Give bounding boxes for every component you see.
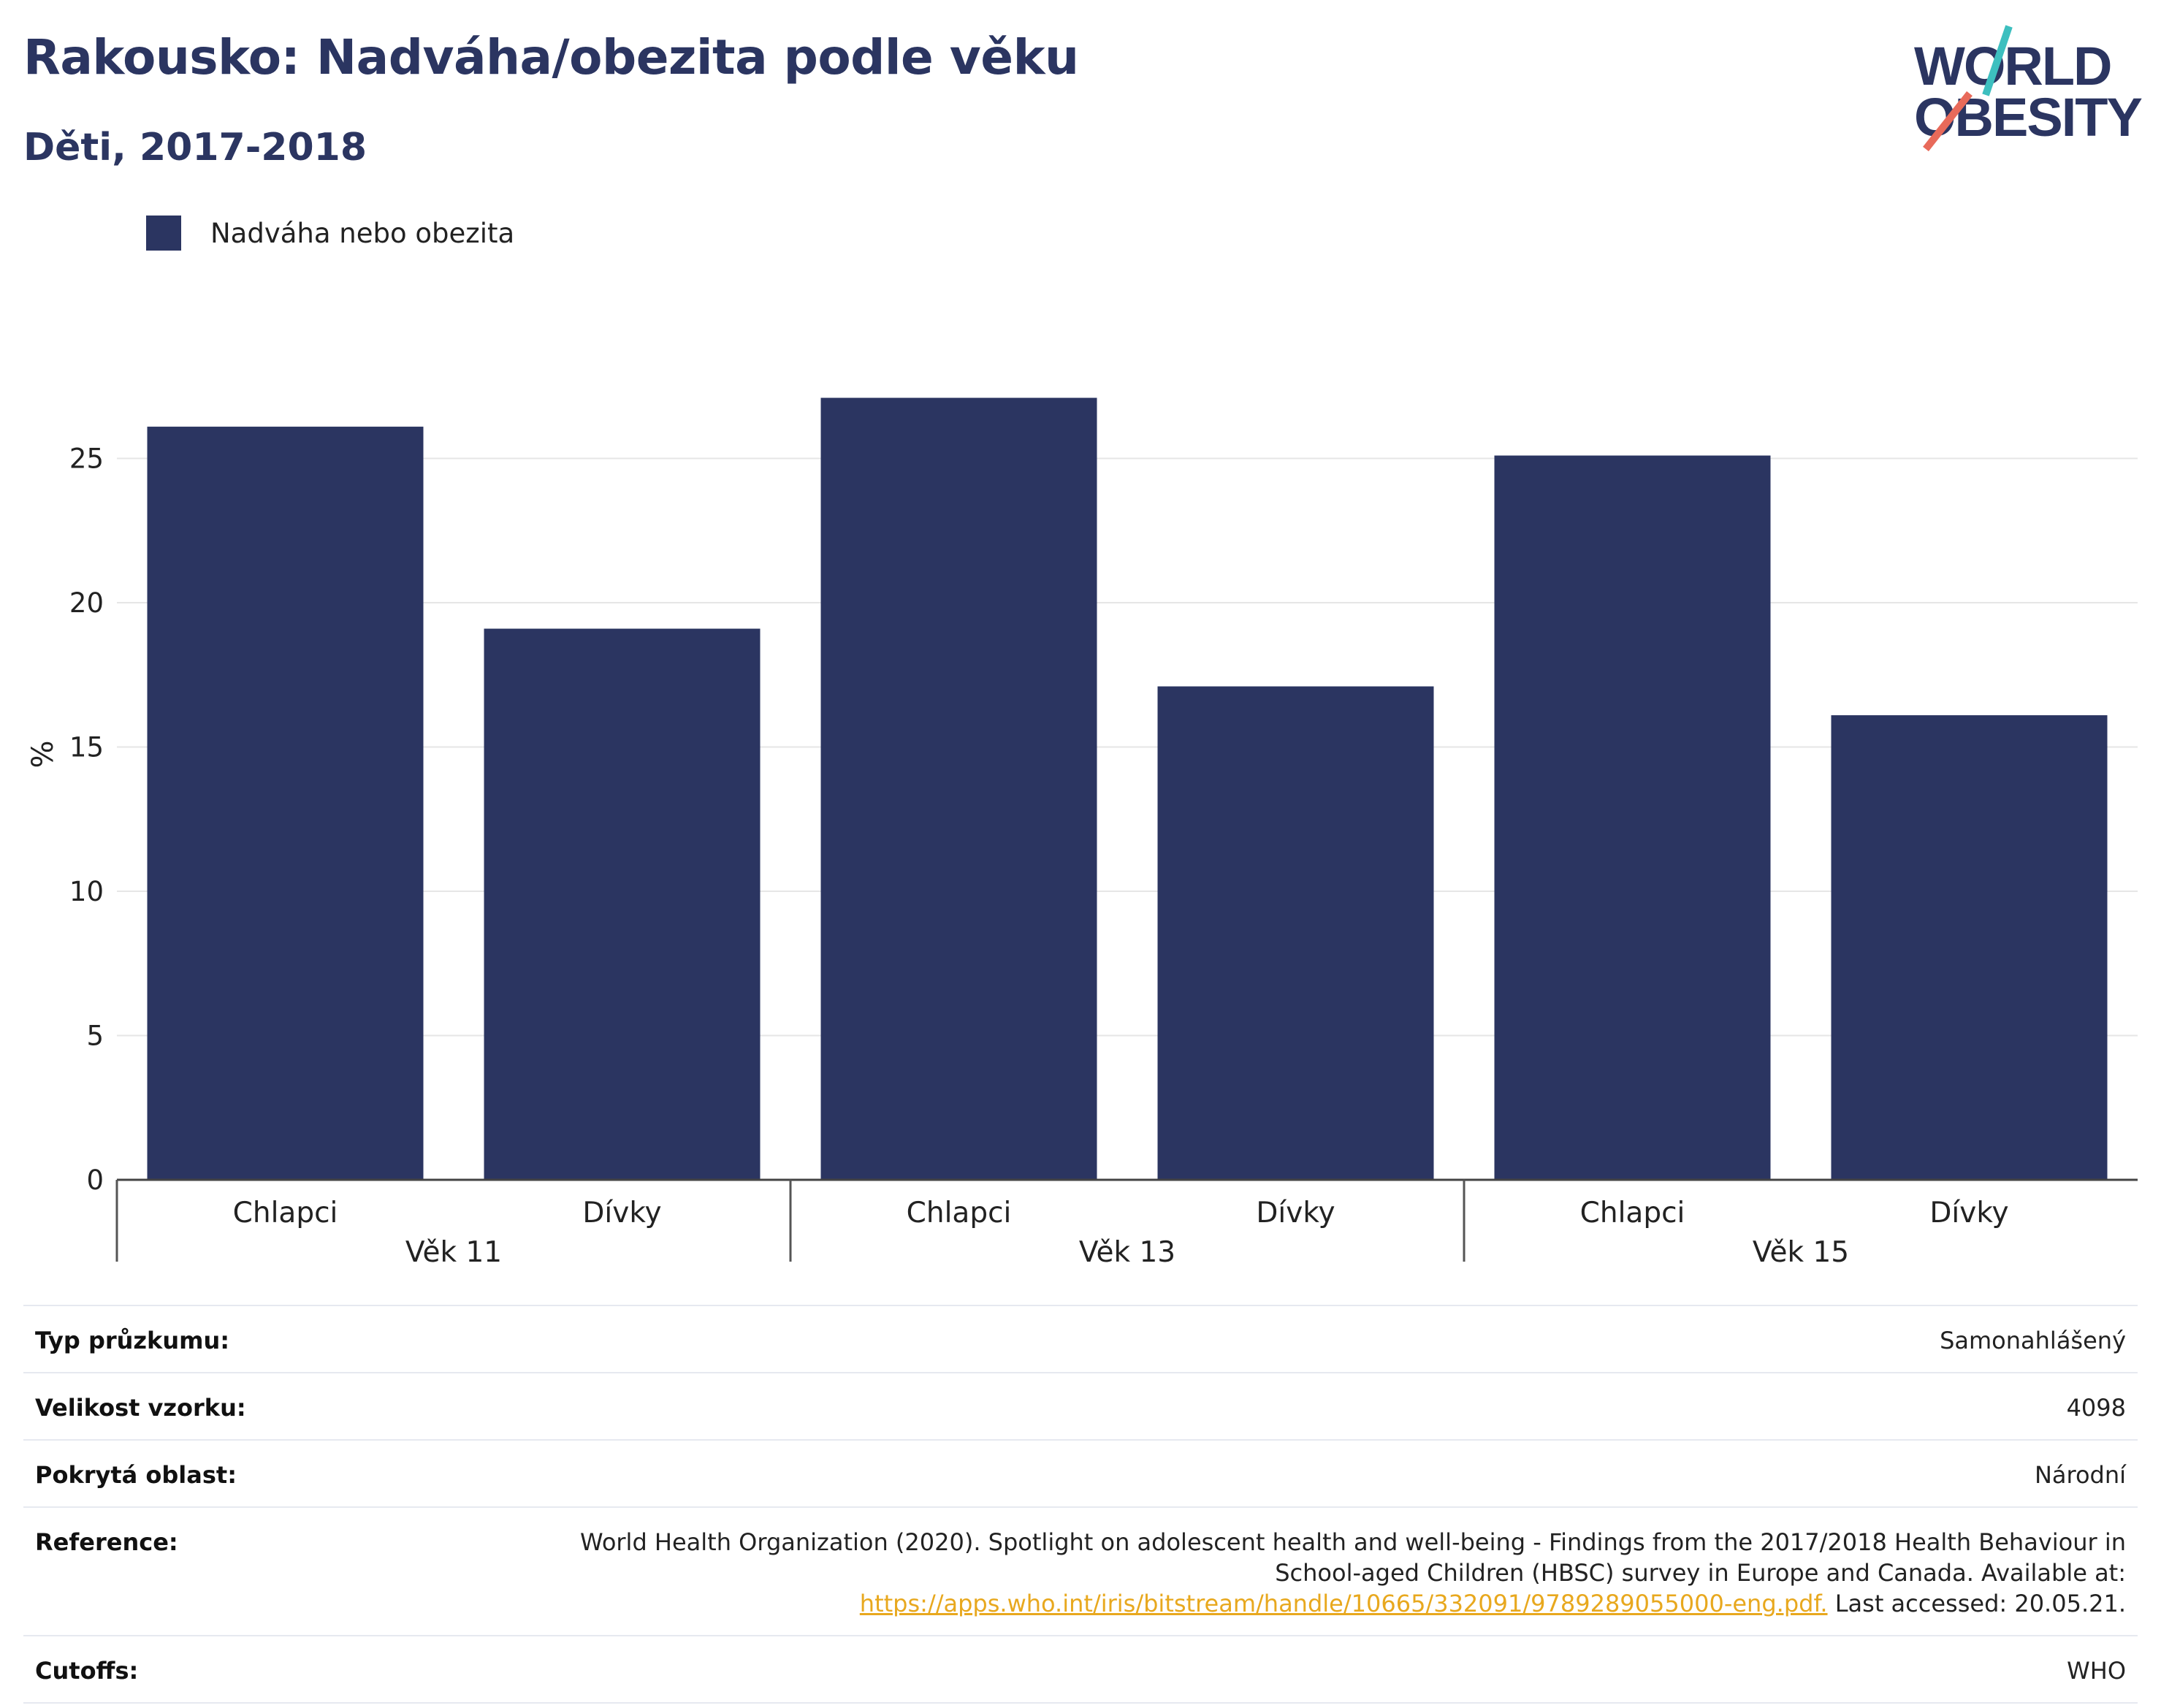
info-row-cutoffs: Cutoffs: WHO bbox=[23, 1636, 2138, 1704]
group-label: Věk 11 bbox=[405, 1236, 502, 1269]
info-row-survey-type: Typ průzkumu: Samonahlášený bbox=[23, 1306, 2138, 1373]
reference-link[interactable]: https://apps.who.int/iris/bitstream/hand… bbox=[860, 1590, 1828, 1617]
group-label: Věk 13 bbox=[1079, 1236, 1175, 1269]
bar bbox=[148, 427, 424, 1180]
info-value: Národní bbox=[2035, 1460, 2126, 1490]
group-label: Věk 15 bbox=[1753, 1236, 1849, 1269]
info-table: Typ průzkumu: Samonahlášený Velikost vzo… bbox=[23, 1305, 2138, 1704]
x-tick-label: Dívky bbox=[1256, 1197, 1335, 1229]
bar bbox=[821, 398, 1097, 1180]
y-tick-label: 25 bbox=[69, 443, 104, 475]
info-key: Cutoffs: bbox=[35, 1655, 138, 1686]
info-value: Samonahlášený bbox=[1940, 1325, 2126, 1356]
x-tick-label: Chlapci bbox=[1580, 1197, 1685, 1229]
info-key: Typ průzkumu: bbox=[35, 1325, 229, 1356]
bar bbox=[1158, 687, 1434, 1180]
x-tick-label: Dívky bbox=[582, 1197, 661, 1229]
y-axis-label: % bbox=[26, 740, 60, 768]
y-tick-label: 20 bbox=[69, 587, 104, 619]
bar-chart: 0 5 10 15 20 25% Chlapci Dívky Věk 11 Chlapci Dívk… bbox=[0, 0, 2161, 1286]
x-tick-label: Chlapci bbox=[907, 1197, 1012, 1229]
reference-suffix: Last accessed: 20.05.21. bbox=[1835, 1590, 2126, 1617]
y-tick-label: 0 bbox=[86, 1164, 104, 1196]
y-tick-label: 15 bbox=[69, 732, 104, 763]
bar bbox=[1495, 456, 1771, 1180]
y-tick-label: 5 bbox=[86, 1021, 104, 1052]
reference-value: World Health Organization (2020). Spotli… bbox=[548, 1527, 2126, 1619]
info-row-sample-size: Velikost vzorku: 4098 bbox=[23, 1373, 2138, 1441]
x-tick-label: Dívky bbox=[1929, 1197, 2008, 1229]
info-row-area: Pokrytá oblast: Národní bbox=[23, 1441, 2138, 1508]
bar bbox=[1832, 715, 2108, 1180]
x-tick-label: Chlapci bbox=[233, 1197, 338, 1229]
info-key: Velikost vzorku: bbox=[35, 1392, 246, 1423]
reference-text: World Health Organization (2020). Spotli… bbox=[580, 1528, 2126, 1587]
info-row-reference: Reference: World Health Organization (20… bbox=[23, 1508, 2138, 1636]
y-tick-label: 10 bbox=[69, 876, 104, 907]
info-key: Reference: bbox=[35, 1527, 178, 1558]
info-value: WHO bbox=[2067, 1655, 2126, 1686]
info-value: 4098 bbox=[2067, 1392, 2126, 1423]
bar bbox=[484, 629, 761, 1180]
info-key: Pokrytá oblast: bbox=[35, 1460, 237, 1490]
